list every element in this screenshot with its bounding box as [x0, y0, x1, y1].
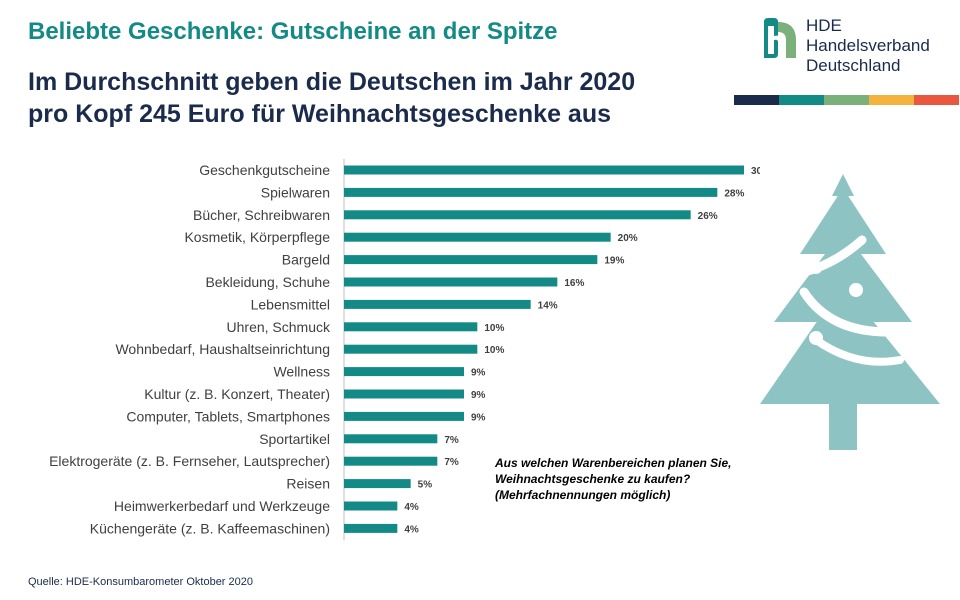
logo-stripe-segment: [869, 95, 914, 105]
data-label: 9%: [471, 412, 486, 423]
source-note: Quelle: HDE-Konsumbarometer Oktober 2020: [28, 576, 253, 588]
survey-question: Aus welchen Warenbereichen planen Sie, W…: [495, 455, 732, 503]
bar: [344, 501, 398, 511]
data-label: 26%: [698, 211, 718, 222]
bar: [344, 434, 438, 444]
logo-line-1: HDE: [806, 16, 842, 35]
data-label: 14%: [538, 300, 558, 311]
bar: [344, 367, 464, 377]
logo-stripe-segment: [734, 95, 779, 105]
data-label: 9%: [471, 390, 486, 401]
bar: [344, 456, 438, 466]
bar: [344, 523, 398, 533]
subtitle-line-2: pro Kopf 245 Euro für Weihnachtsgeschenk…: [28, 100, 612, 128]
category-label: Spielwaren: [261, 184, 330, 200]
category-label: Kosmetik, Körperpflege: [184, 229, 330, 245]
data-label: 28%: [724, 188, 744, 199]
hde-logo: HDE Handelsverband Deutschland: [760, 16, 960, 86]
category-label: Computer, Tablets, Smartphones: [126, 408, 330, 424]
data-label: 4%: [404, 524, 419, 535]
category-label: Elektrogeräte (z. B. Fernseher, Lautspre…: [49, 453, 330, 469]
bar: [344, 187, 718, 197]
page-subtitle: Im Durchschnitt geben die Deutschen im J…: [28, 66, 635, 130]
logo-line-2: Handelsverband: [806, 36, 930, 55]
bar: [344, 389, 464, 399]
logo-stripe-segment: [914, 95, 959, 105]
bar: [344, 165, 744, 175]
bar: [344, 479, 411, 489]
bar: [344, 411, 464, 421]
bar: [344, 210, 691, 220]
data-label: 4%: [404, 502, 419, 513]
question-line-3: (Mehrfachnennungen möglich): [495, 488, 671, 502]
data-label: 10%: [484, 323, 504, 334]
category-label: Wohnbedarf, Haushaltseinrichtung: [115, 341, 330, 357]
christmas-tree-icon: [760, 174, 940, 450]
category-label: Sportartikel: [259, 431, 330, 447]
data-label: 5%: [418, 480, 433, 491]
data-label: 19%: [604, 256, 624, 267]
question-line-1: Aus welchen Warenbereichen planen Sie,: [495, 456, 732, 470]
logo-text: HDE Handelsverband Deutschland: [806, 16, 930, 76]
data-label: 16%: [564, 278, 584, 289]
logo-line-3: Deutschland: [806, 56, 901, 75]
data-label: 7%: [444, 435, 459, 446]
category-label: Heimwerkerbedarf und Werkzeuge: [114, 498, 330, 514]
bar: [344, 232, 611, 242]
data-label: 9%: [471, 368, 486, 379]
category-label: Wellness: [273, 364, 330, 380]
data-label: 10%: [484, 345, 504, 356]
bar: [344, 277, 558, 287]
bar: [344, 344, 478, 354]
subtitle-line-1: Im Durchschnitt geben die Deutschen im J…: [28, 68, 636, 96]
category-label: Kultur (z. B. Konzert, Theater): [144, 386, 330, 402]
category-label: Lebensmittel: [251, 296, 330, 312]
bar: [344, 255, 598, 265]
category-label: Küchengeräte (z. B. Kaffeemaschinen): [90, 520, 330, 536]
logo-stripe-segment: [824, 95, 869, 105]
data-label: 30%: [751, 166, 760, 177]
category-label: Bargeld: [282, 252, 330, 268]
bar: [344, 322, 478, 332]
hde-logo-icon: [764, 18, 796, 58]
question-line-2: Weihnachtsgeschenke zu kaufen?: [495, 472, 691, 486]
data-label: 20%: [618, 233, 638, 244]
bar-chart: Geschenkgutscheine 30% Spielwaren 28% Bücher…: [49, 159, 760, 541]
page-title: Beliebte Geschenke: Gutscheine an der Sp…: [28, 18, 558, 45]
logo-stripe-segment: [779, 95, 824, 105]
bar: [344, 299, 531, 309]
category-label: Uhren, Schmuck: [227, 319, 331, 335]
category-label: Bücher, Schreibwaren: [193, 207, 330, 223]
category-label: Bekleidung, Schuhe: [205, 274, 330, 290]
category-label: Geschenkgutscheine: [199, 162, 330, 178]
data-label: 7%: [444, 457, 459, 468]
category-label: Reisen: [286, 476, 330, 492]
